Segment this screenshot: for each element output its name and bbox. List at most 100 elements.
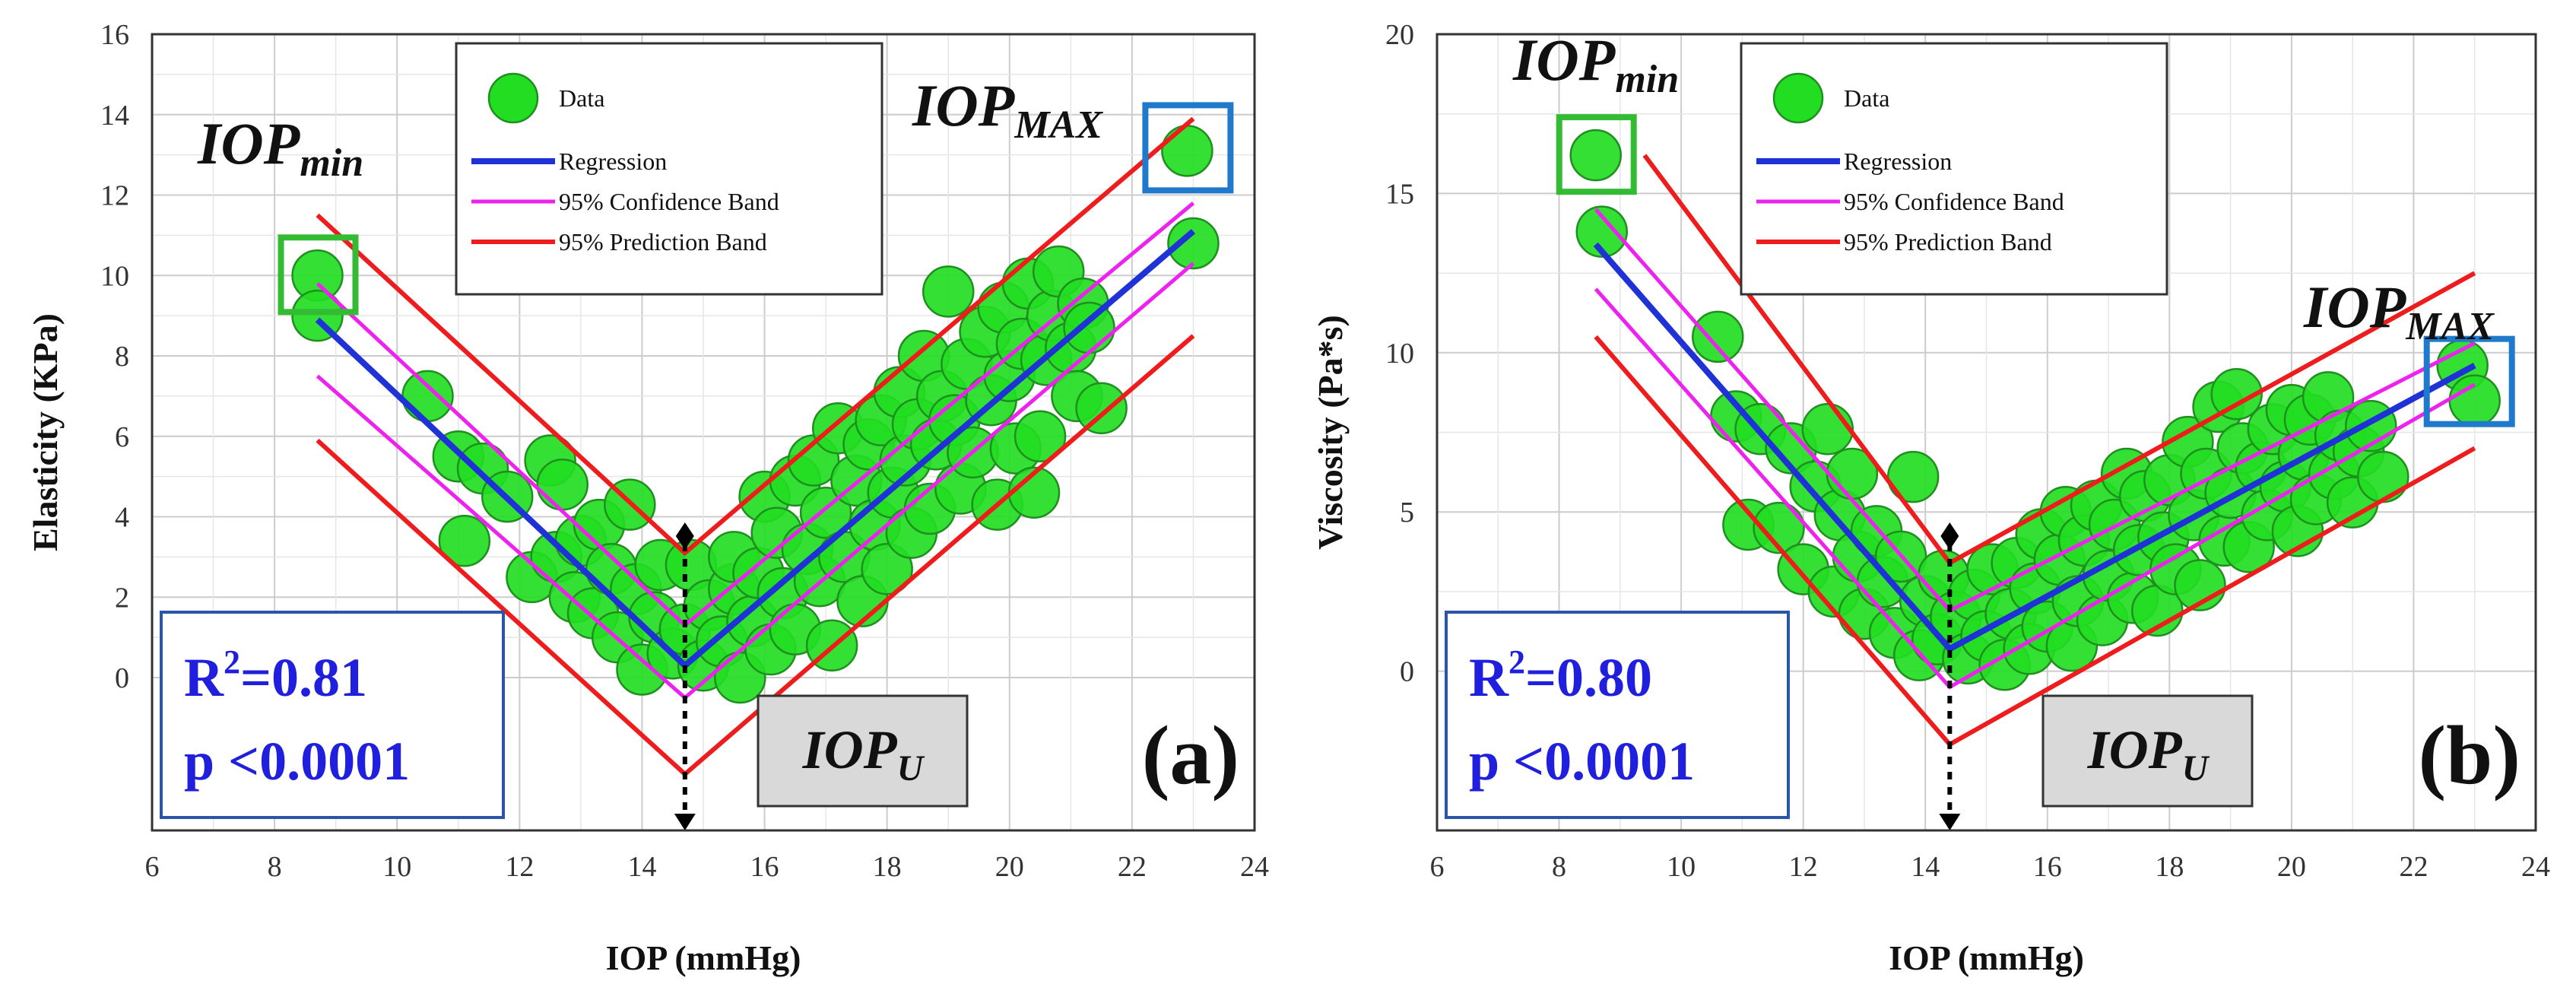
x-tick-label: 10 (382, 851, 411, 883)
data-point (1801, 403, 1854, 456)
x-tick-label: 6 (1430, 851, 1445, 883)
data-point (1014, 410, 1067, 463)
iop-min-annotation: IOPmin (197, 110, 363, 185)
iop-max-annotation-subscript: MAX (1014, 103, 1103, 147)
y-tick-label: 20 (1385, 19, 1414, 51)
iop-u-box (757, 694, 969, 808)
x-tick-label: 24 (2521, 851, 2550, 883)
x-tick-label: 6 (145, 851, 160, 883)
x-tick-label: 8 (268, 851, 282, 883)
y-tick-label: 0 (1400, 656, 1414, 688)
iop-max-annotation: IOPMAX (912, 72, 1103, 147)
data-point (401, 370, 454, 423)
data-point (2448, 374, 2501, 427)
iop-u-annotation: IOPU (2087, 719, 2210, 789)
regression-line (1593, 242, 2476, 653)
r-squared-superscript: 2 (224, 643, 240, 681)
stats-box: R2=0.80 p <0.0001 (1445, 611, 1790, 819)
iop-u-annotation-base: IOP (802, 719, 898, 780)
vertex-diamond-marker (1940, 522, 1959, 550)
95-prediction-band-upper-line (316, 116, 1195, 557)
y-tick-label: 10 (100, 260, 129, 292)
legend-item-1: Regression (1844, 148, 1952, 175)
x-axis-label: IOP (mmHg) (606, 938, 801, 977)
legend-item-data: Data (1844, 84, 1889, 112)
r-squared-base: R (1469, 647, 1509, 708)
y-tick-label: 0 (115, 662, 129, 694)
y-tick-label: 6 (115, 421, 129, 453)
iop-u-box (2041, 694, 2254, 808)
x-tick-label: 16 (750, 851, 779, 883)
x-axis-label: IOP (mmHg) (1889, 938, 2084, 977)
vertex-arrow (1939, 522, 1961, 830)
y-tick-label: 8 (115, 341, 129, 373)
r-squared-base: R (184, 647, 224, 708)
x-tick-label: 18 (873, 851, 902, 883)
data-point (1075, 382, 1128, 435)
x-tick-label: 22 (2399, 851, 2428, 883)
r-squared-rest: =0.80 (1525, 647, 1652, 708)
vertex-arrow (674, 522, 696, 830)
legend-item-3: 95% Prediction Band (559, 228, 767, 256)
legend-item-1: Regression (559, 148, 667, 175)
iop-min-annotation-subscript: min (1615, 58, 1679, 101)
data-point (438, 515, 491, 567)
iop-min-highlight-box (278, 234, 359, 316)
r-squared-superscript: 2 (1508, 643, 1525, 681)
iop-min-annotation-subscript: min (300, 141, 363, 185)
data-point (1167, 217, 1220, 270)
data-point (922, 265, 975, 318)
data-point (536, 458, 588, 511)
legend: Data Regression 95% Confidence Band 95% Pre… (1740, 42, 2168, 296)
stats-box-border (1445, 611, 1790, 819)
iop-min-annotation-base: IOP (197, 110, 301, 176)
x-tick-label: 14 (1911, 851, 1940, 883)
y-tick-label: 5 (1400, 497, 1414, 529)
data-point (1575, 205, 1628, 258)
iop-max-highlight-box (2423, 335, 2515, 427)
stats-box-border (160, 611, 505, 819)
legend-item-data: Data (559, 84, 604, 112)
data-point (1063, 301, 1115, 354)
legend-item-2: 95% Confidence Band (1844, 188, 2064, 215)
data-point (1161, 125, 1213, 177)
x-tick-label: 18 (2155, 851, 2184, 883)
panel-label: (b) (2419, 709, 2520, 802)
data-points (291, 125, 1220, 704)
data-point (1569, 129, 1622, 182)
iop-u-annotation-subscript: U (897, 748, 925, 789)
r-squared-value: R2=0.81 (184, 643, 367, 708)
y-axis-label: Elasticity (KPa) (26, 313, 65, 551)
iop-min-highlight-box (1556, 114, 1637, 195)
iop-max-highlight-box (1142, 102, 1234, 194)
r-squared-rest: =0.81 (240, 647, 367, 708)
y-axis-label: Viscosity (Pa*s) (1311, 315, 1350, 550)
x-tick-label: 14 (627, 851, 656, 883)
x-tick-label: 12 (1789, 851, 1818, 883)
data-point (1692, 310, 1744, 363)
iop-max-annotation: IOPMAX (2303, 274, 2495, 348)
data-point (2357, 450, 2409, 503)
data-point (2210, 367, 2263, 421)
plot-frame (151, 33, 1256, 832)
y-tick-label: 2 (115, 582, 129, 614)
p-value: p <0.0001 (1469, 731, 1695, 792)
data-point (861, 543, 913, 595)
iop-max-annotation-base: IOP (2303, 274, 2407, 340)
iop-max-annotation-base: IOP (912, 72, 1016, 138)
vertex-diamond-marker (675, 522, 694, 550)
x-tick-label: 24 (1240, 851, 1269, 883)
x-tick-label: 22 (1118, 851, 1147, 883)
vertex-arrowhead (1939, 814, 1961, 830)
iop-u-annotation-subscript: U (2182, 748, 2210, 789)
iop-u-annotation-base: IOP (2087, 719, 2183, 780)
chart-panel-b: 6 8 10 12 14 16 18 20 22 24 0 5 10 15 20 IOP (mmHg) Visc… (1311, 19, 2550, 977)
y-tick-label: 12 (100, 180, 129, 212)
y-tick-label: 16 (100, 19, 129, 51)
x-tick-label: 20 (995, 851, 1024, 883)
iop-min-annotation-base: IOP (1512, 27, 1616, 93)
legend: Data Regression 95% Confidence Band 95% Pre… (455, 42, 884, 296)
plot-frame (1436, 33, 2537, 832)
